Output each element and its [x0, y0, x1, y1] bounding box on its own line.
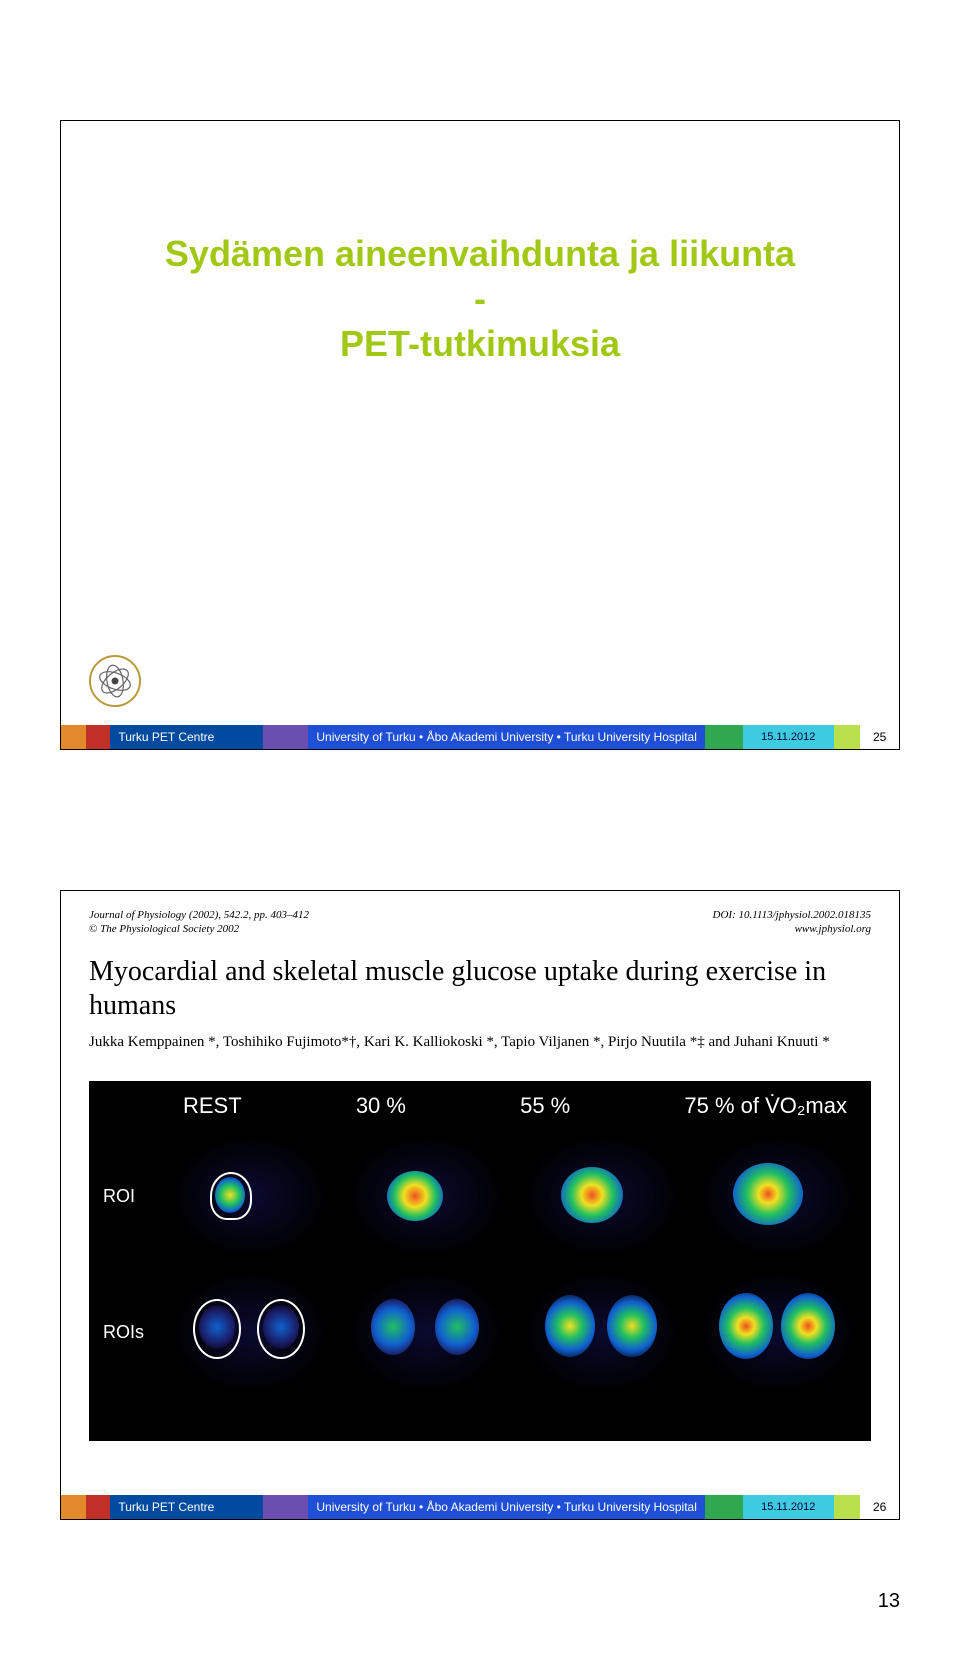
slide1-title-line3: PET-tutkimuksia	[101, 321, 859, 366]
footer-centre-name: Turku PET Centre	[110, 725, 263, 749]
footer-seg-orange	[61, 725, 86, 749]
slide1-footer: Turku PET Centre University of Turku • Å…	[61, 725, 899, 749]
slide1-title-line1: Sydämen aineenvaihdunta ja liikunta	[101, 231, 859, 276]
muscle-30	[351, 1273, 501, 1391]
footer-seg-red	[86, 1495, 111, 1519]
slide1-title-line2: -	[101, 276, 859, 321]
footer-seg-purple	[263, 1495, 309, 1519]
row-label-rois: ROIs	[103, 1322, 157, 1343]
footer-date: 15.11.2012	[743, 1495, 834, 1519]
heart-55	[527, 1137, 677, 1255]
footer-seg-red	[86, 725, 111, 749]
heart-30	[351, 1137, 501, 1255]
paper-journal-ref: Journal of Physiology (2002), 542.2, pp.…	[89, 909, 309, 921]
footer-seg-purple	[263, 725, 309, 749]
scan-column-headers: REST 30 % 55 % 75 % of V̇O₂max	[103, 1093, 857, 1129]
footer-seg-lime	[834, 725, 861, 749]
pet-scan-panel: REST 30 % 55 % 75 % of V̇O₂max ROI	[89, 1081, 871, 1441]
footer-seg-lime	[834, 1495, 861, 1519]
paper-authors: Jukka Kemppainen *, Toshihiko Fujimoto*†…	[61, 1030, 899, 1061]
paper-header: Journal of Physiology (2002), 542.2, pp.…	[61, 891, 899, 923]
slide2-footer: Turku PET Centre University of Turku • Å…	[61, 1495, 899, 1519]
scan-row-muscle: ROIs	[103, 1273, 857, 1391]
scan-head-55: 55 %	[520, 1093, 570, 1119]
scan-head-30: 30 %	[356, 1093, 406, 1119]
paper-copyright: © The Physiological Society 2002	[89, 923, 239, 935]
muscle-75	[703, 1273, 853, 1391]
footer-universities: University of Turku • Åbo Akademi Univer…	[308, 725, 705, 749]
paper-url: www.jphysiol.org	[795, 923, 871, 935]
page-number: 13	[0, 1560, 960, 1643]
heart-75	[703, 1137, 853, 1255]
scan-row-heart: ROI	[103, 1137, 857, 1255]
slide-2: Journal of Physiology (2002), 542.2, pp.…	[60, 890, 900, 1520]
footer-slide-number: 25	[860, 725, 899, 749]
heart-rest	[175, 1137, 325, 1255]
footer-seg-green	[705, 1495, 743, 1519]
footer-universities: University of Turku • Åbo Akademi Univer…	[308, 1495, 705, 1519]
footer-slide-number: 26	[860, 1495, 899, 1519]
slide1-title: Sydämen aineenvaihdunta ja liikunta - PE…	[61, 231, 899, 366]
slide-1: Sydämen aineenvaihdunta ja liikunta - PE…	[60, 120, 900, 750]
paper-header-row2: © The Physiological Society 2002 www.jph…	[61, 923, 899, 937]
footer-centre-name: Turku PET Centre	[110, 1495, 263, 1519]
scan-head-75: 75 % of V̇O₂max	[684, 1093, 847, 1119]
muscle-rest	[175, 1273, 325, 1391]
footer-seg-orange	[61, 1495, 86, 1519]
turku-pet-logo	[87, 653, 143, 709]
footer-seg-green	[705, 725, 743, 749]
footer-date: 15.11.2012	[743, 725, 834, 749]
scan-head-rest: REST	[143, 1093, 242, 1119]
paper-title: Myocardial and skeletal muscle glucose u…	[61, 937, 899, 1030]
muscle-55	[527, 1273, 677, 1391]
row-label-roi: ROI	[103, 1186, 157, 1207]
paper-doi: DOI: 10.1113/jphysiol.2002.018135	[713, 909, 871, 921]
